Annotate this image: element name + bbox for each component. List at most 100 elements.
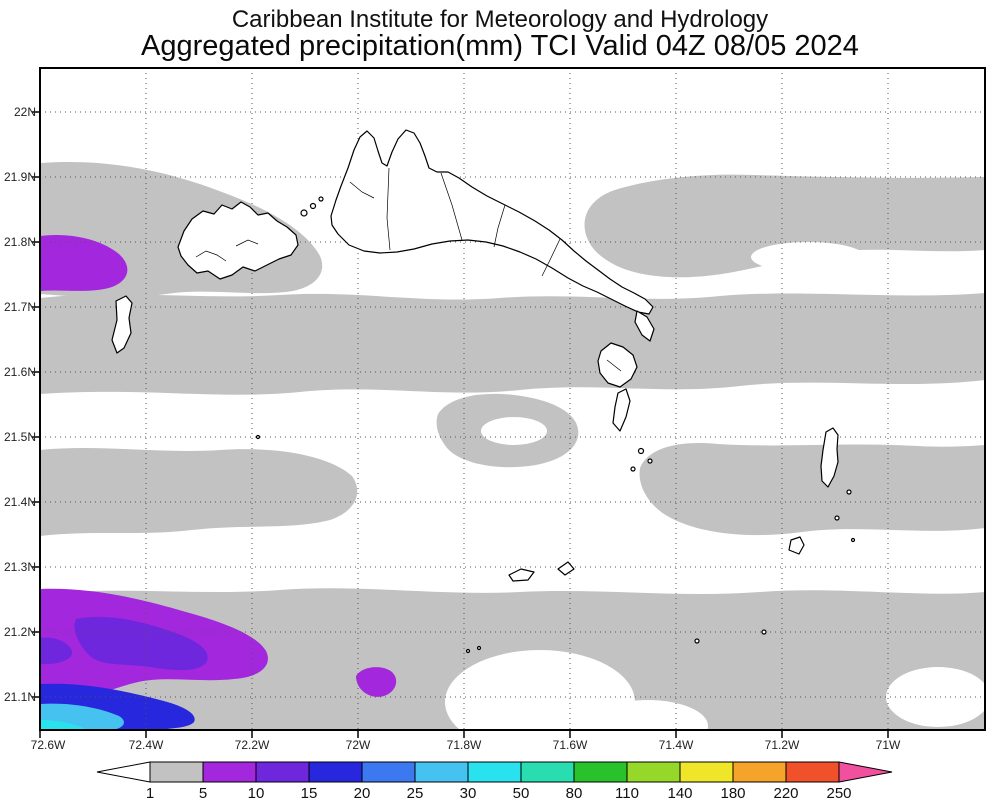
no-precip-hole <box>481 417 547 445</box>
lon-label: 71.4W <box>659 738 694 752</box>
lat-label: 21.8N <box>4 235 36 249</box>
map-border <box>39 67 986 731</box>
small-cay <box>834 515 840 521</box>
precip-area-5-10mm <box>356 667 397 697</box>
colorbar-segment <box>785 761 840 783</box>
no-precip-hole <box>886 667 985 727</box>
island-caicos-arc <box>330 129 654 315</box>
colorbar-overflow-arrow <box>838 761 893 783</box>
island-coastlines <box>111 129 856 654</box>
coast-detail <box>606 359 622 372</box>
lon-label: 71W <box>876 738 901 752</box>
precip-area-1-5mm <box>584 174 985 278</box>
lat-label: 21.5N <box>4 430 36 444</box>
precip-area-25-30mm <box>40 720 88 730</box>
precip-area-10-15mm <box>40 637 73 665</box>
lon-label: 72.2W <box>235 738 270 752</box>
small-cay <box>637 447 645 455</box>
lon-label: 72W <box>346 738 371 752</box>
colorbar-tick-label: 25 <box>407 785 424 800</box>
no-precip-hole <box>445 650 635 730</box>
grid-lines <box>40 68 985 730</box>
lon-label: 72.4W <box>129 738 164 752</box>
colorbar-segment <box>626 761 681 783</box>
colorbar-tick-label: 110 <box>615 785 639 800</box>
island-west-caicos <box>111 295 133 354</box>
org-title: Caribbean Institute for Meteorology and … <box>232 6 768 33</box>
parish-boundary <box>386 167 391 251</box>
colorbar-tick-label: 10 <box>248 785 265 800</box>
colorbar-tick-label: 5 <box>199 785 207 800</box>
colorbar-segment <box>573 761 628 783</box>
colorbar-tick-label: 220 <box>773 785 798 800</box>
colorbar-tick-label: 180 <box>720 785 745 800</box>
precip-shading <box>40 161 985 730</box>
parish-boundary <box>440 172 463 241</box>
colorbar-tick-label: 250 <box>826 785 851 800</box>
small-cay <box>694 638 700 644</box>
small-cay <box>309 202 317 210</box>
lon-label: 71.8W <box>447 738 482 752</box>
coast-detail <box>235 239 259 247</box>
parish-boundary <box>493 204 506 248</box>
cay-chain <box>634 310 655 342</box>
lon-label: 72.6W <box>31 738 66 752</box>
island-long-cay <box>612 388 631 432</box>
colorbar: 1 5 10 15 20 25 30 50 80 110 140 180 220… <box>96 761 893 800</box>
colorbar-tick-label: 20 <box>354 785 371 800</box>
small-cay <box>476 645 482 651</box>
colorbar-segment <box>255 761 310 783</box>
no-precip-hole <box>588 700 708 730</box>
small-cay <box>508 568 535 582</box>
parish-boundary <box>541 238 561 277</box>
colorbar-segment <box>361 761 416 783</box>
lat-label: 21.3N <box>4 560 36 574</box>
lat-label: 21.2N <box>4 625 36 639</box>
colorbar-segment <box>520 761 575 783</box>
colorbar-underflow-arrow <box>96 761 151 783</box>
small-cay <box>300 209 308 217</box>
no-precip-hole <box>751 242 865 272</box>
lat-label: 21.9N <box>4 170 36 184</box>
colorbar-tick-label: 15 <box>301 785 318 800</box>
figure-title: Aggregated precipitation(mm) TCI Valid 0… <box>141 30 859 62</box>
colorbar-segment <box>732 761 787 783</box>
colorbar-tick-label: 1 <box>146 785 154 800</box>
precip-area-1-5mm <box>40 293 985 395</box>
island-salt-cay <box>788 536 805 555</box>
lat-label: 21.7N <box>4 300 36 314</box>
coast-detail <box>349 181 375 199</box>
colorbar-tick-label: 30 <box>460 785 477 800</box>
precip-area-1-5mm <box>639 443 985 536</box>
small-cay <box>255 434 261 440</box>
colorbar-segment <box>202 761 257 783</box>
lat-axis: 22N 21.9N 21.8N 21.7N 21.6N 21.5N 21.4N … <box>4 105 36 704</box>
lon-label: 71.2W <box>765 738 800 752</box>
colorbar-tick-label: 140 <box>667 785 692 800</box>
lon-label: 71.6W <box>553 738 588 752</box>
colorbar-segment <box>467 761 522 783</box>
lat-label: 22N <box>14 105 36 119</box>
small-cay <box>850 537 856 543</box>
small-cay <box>557 561 575 576</box>
lon-axis: 72.6W 72.4W 72.2W 72W 71.8W 71.6W 71.4W … <box>31 738 901 752</box>
colorbar-segment <box>679 761 734 783</box>
island-south-caicos <box>597 342 638 388</box>
small-cay <box>630 466 636 472</box>
colorbar-tick-label: 50 <box>513 785 530 800</box>
axis-ticks <box>32 111 889 738</box>
colorbar-segment <box>308 761 363 783</box>
colorbar-segment <box>149 761 204 783</box>
small-cay <box>647 458 653 464</box>
small-cay <box>846 489 852 495</box>
lat-label: 21.4N <box>4 495 36 509</box>
colorbar-tick-label: 80 <box>566 785 583 800</box>
island-grand-turk <box>820 427 839 488</box>
lat-label: 21.6N <box>4 365 36 379</box>
small-cay <box>761 629 767 635</box>
precip-area-5-10mm <box>40 234 128 291</box>
small-cay <box>465 648 471 654</box>
colorbar-segment <box>414 761 469 783</box>
precip-area-1-5mm <box>40 448 358 536</box>
